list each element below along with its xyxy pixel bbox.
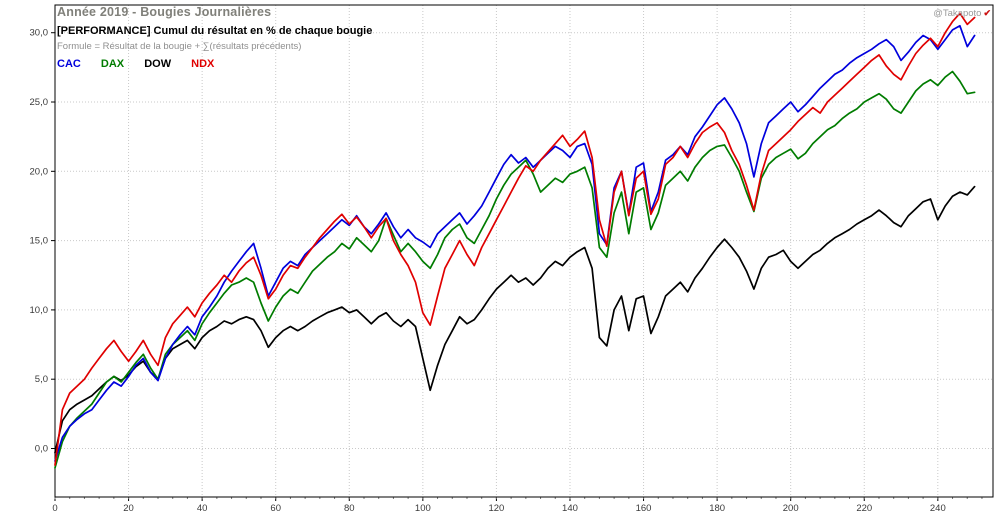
x-tick-label: 160	[636, 503, 652, 514]
watermark-text: @Takapoto	[933, 8, 982, 19]
y-tick-label: 15,0	[30, 236, 49, 247]
x-tick-label: 140	[562, 503, 578, 514]
formula-note: Formule = Résultat de la bougie + ∑(résu…	[57, 40, 302, 52]
chart-legend: CAC DAX DOW NDX	[57, 59, 372, 70]
x-tick-label: 200	[783, 503, 799, 514]
x-tick-label: 60	[270, 503, 281, 514]
chart-subtitle: [PERFORMANCE] Cumul du résultat en % de …	[57, 24, 373, 37]
series-line-CAC	[54, 24, 976, 462]
y-tick-label: 20,0	[30, 166, 49, 177]
x-tick-label: 120	[488, 503, 504, 514]
legend-item-ndx: NDX	[191, 58, 215, 70]
series-line-DOW	[54, 185, 976, 454]
x-tick-label: 180	[709, 503, 725, 514]
x-tick-label: 0	[52, 503, 57, 514]
y-tick-label: 10,0	[30, 305, 49, 316]
legend-item-cac: CAC	[57, 58, 81, 70]
x-tick-label: 100	[415, 503, 431, 514]
legend-item-dow: DOW	[144, 58, 172, 70]
chart-header: Année 2019 - Bougies Journalières [PERFO…	[57, 6, 372, 70]
plot-border	[54, 4, 994, 498]
y-tick-label: 25,0	[30, 97, 49, 108]
x-tick-label: 20	[123, 503, 134, 514]
x-tick-label: 40	[197, 503, 208, 514]
y-tick-label: 5,0	[35, 374, 48, 385]
chart-title: Année 2019 - Bougies Journalières	[57, 5, 272, 19]
legend-item-dax: DAX	[100, 58, 125, 70]
x-tick-label: 220	[856, 503, 872, 514]
series-line-NDX	[54, 12, 976, 466]
series-line-DAX	[54, 70, 976, 469]
watermark: @Takapoto ✔	[933, 8, 991, 19]
check-icon: ✔	[983, 8, 991, 18]
y-tick-label: 30,0	[30, 28, 49, 39]
y-tick-label: 0,0	[35, 443, 48, 454]
x-tick-label: 240	[930, 503, 946, 514]
x-tick-label: 80	[344, 503, 355, 514]
